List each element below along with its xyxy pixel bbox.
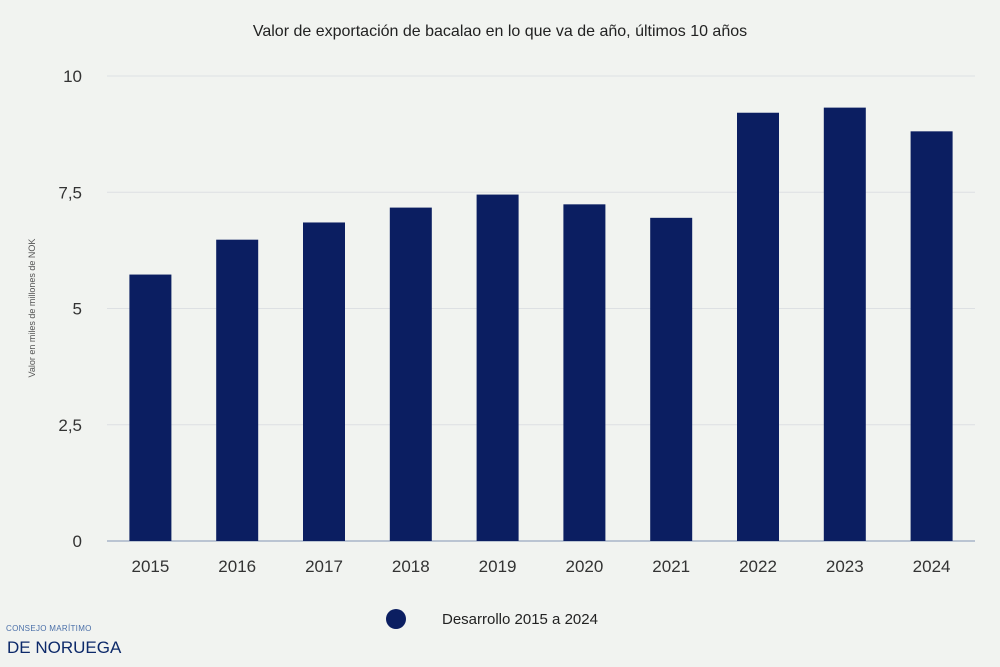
y-tick-label: 2,5 (58, 416, 82, 435)
y-tick-label: 0 (73, 532, 82, 551)
x-tick-label: 2021 (652, 557, 690, 576)
logo: CONSEJO MARÍTIMO DE NORUEGA (6, 624, 121, 658)
legend[interactable]: Desarrollo 2015 a 2024 (386, 609, 598, 629)
chart-title: Valor de exportación de bacalao en lo qu… (253, 23, 747, 40)
y-tick-labels: 0 2,5 5 7,5 10 (58, 67, 82, 551)
y-tick-label: 5 (73, 300, 82, 319)
bars (129, 107, 953, 542)
bar-2018[interactable] (389, 207, 432, 541)
logo-line2: DE NORUEGA (7, 638, 122, 657)
x-tick-label: 2019 (479, 557, 517, 576)
x-tick-labels: 2015 2016 2017 2018 2019 2020 2021 2022 2023 2024 (131, 557, 950, 576)
bar-2017[interactable] (303, 222, 345, 541)
bar-2016[interactable] (216, 239, 259, 541)
bar-2021[interactable] (650, 217, 693, 541)
bar-2022[interactable] (737, 112, 779, 542)
x-tick-label: 2017 (305, 557, 343, 576)
bar-2019[interactable] (476, 194, 519, 541)
bar-2024[interactable] (910, 131, 953, 541)
x-tick-label: 2022 (739, 557, 777, 576)
x-tick-label: 2020 (565, 557, 603, 576)
logo-line1: CONSEJO MARÍTIMO (6, 624, 92, 633)
bar-2015[interactable] (129, 274, 172, 541)
legend-label: Desarrollo 2015 a 2024 (442, 611, 598, 628)
y-axis-label: Valor en miles de millones de NOK (27, 239, 37, 378)
y-tick-label: 7,5 (58, 183, 82, 202)
bar-2020[interactable] (563, 204, 606, 541)
legend-marker (386, 609, 406, 629)
x-tick-label: 2023 (826, 557, 864, 576)
bar-2023[interactable] (823, 107, 866, 542)
y-tick-label: 10 (63, 67, 82, 86)
x-tick-label: 2018 (392, 557, 430, 576)
x-tick-label: 2015 (131, 557, 169, 576)
x-tick-label: 2024 (913, 557, 951, 576)
x-tick-label: 2016 (218, 557, 256, 576)
